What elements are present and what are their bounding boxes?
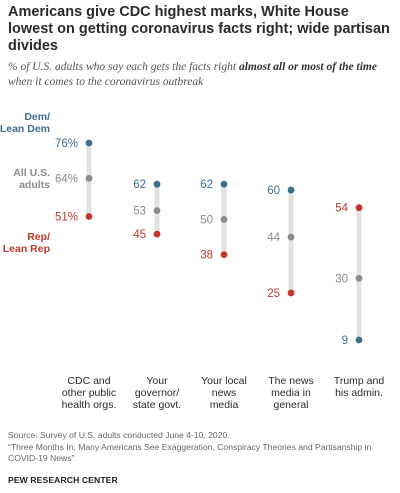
dot-rep-lean-rep-the-news-media-in-general xyxy=(287,289,295,297)
category-label-your-governor-state-govt-line-2: governor/ xyxy=(135,387,179,399)
value-label-dem-lean-dem-cdc-and-other-public-health-orgs: 76% xyxy=(55,138,78,150)
category-label-trump-and-his-admin-line-1: Trump and xyxy=(334,375,385,387)
series-label-all-u-s-adults-line-2: adults xyxy=(19,179,50,191)
value-label-all-u-s-adults-your-local-news-media: 50 xyxy=(200,214,213,226)
dot-dem-lean-dem-your-governor-state-govt xyxy=(153,180,161,188)
subtitle-emphasis: almost all or most of the time xyxy=(238,61,377,73)
dot-all-u-s-adults-the-news-media-in-general xyxy=(287,233,295,241)
chart-footer: Source: Survey of U.S. adults conducted … xyxy=(8,430,396,465)
value-label-rep-lean-rep-the-news-media-in-general: 25 xyxy=(267,288,280,300)
dot-dem-lean-dem-the-news-media-in-general xyxy=(287,186,295,194)
chart-title: Americans give CDC highest marks, White … xyxy=(8,4,390,54)
category-label-your-local-news-media-line-3: media xyxy=(210,399,239,411)
category-label-your-governor-state-govt-line-3: state govt. xyxy=(133,399,181,411)
series-label-rep-lean-rep-line-2: Lean Rep xyxy=(3,243,50,255)
value-label-dem-lean-dem-the-news-media-in-general: 60 xyxy=(267,185,280,197)
dot-dem-lean-dem-cdc-and-other-public-health-orgs xyxy=(85,139,93,147)
category-label-the-news-media-in-general-line-2: media in xyxy=(271,387,311,399)
series-label-dem-lean-dem-line-2: Lean Dem xyxy=(0,123,50,135)
dot-rep-lean-rep-your-governor-state-govt xyxy=(153,230,161,238)
dot-rep-lean-rep-cdc-and-other-public-health-orgs xyxy=(85,213,93,220)
value-label-all-u-s-adults-your-governor-state-govt: 53 xyxy=(133,206,146,218)
series-label-all-u-s-adults-line-1: All U.S. xyxy=(13,167,50,179)
report-note: “Three Months In, Many Americans See Exa… xyxy=(8,441,372,464)
value-label-all-u-s-adults-trump-and-his-admin: 30 xyxy=(335,273,348,285)
value-label-rep-lean-rep-your-governor-state-govt: 45 xyxy=(133,229,146,241)
source-note: Source: Survey of U.S. adults conducted … xyxy=(8,430,230,440)
dot-all-u-s-adults-trump-and-his-admin xyxy=(355,274,363,282)
category-label-cdc-and-other-public-health-orgs-line-2: other public xyxy=(62,387,116,399)
value-label-dem-lean-dem-trump-and-his-admin: 9 xyxy=(342,335,348,347)
value-label-dem-lean-dem-your-local-news-media: 62 xyxy=(200,179,213,191)
value-label-rep-lean-rep-trump-and-his-admin: 54 xyxy=(335,203,348,215)
series-label-rep-lean-rep-line-1: Rep/ xyxy=(27,231,50,243)
value-label-rep-lean-rep-cdc-and-other-public-health-orgs: 51% xyxy=(55,212,78,224)
category-label-the-news-media-in-general-line-3: general xyxy=(273,399,308,411)
category-label-the-news-media-in-general-line-1: The news xyxy=(268,375,314,387)
value-label-rep-lean-rep-your-local-news-media: 38 xyxy=(200,250,213,262)
dot-rep-lean-rep-trump-and-his-admin xyxy=(355,204,363,212)
dot-all-u-s-adults-your-governor-state-govt xyxy=(153,207,161,215)
value-label-dem-lean-dem-your-governor-state-govt: 62 xyxy=(133,179,146,191)
pew-brand: PEW RESEARCH CENTER xyxy=(8,475,118,485)
category-label-your-local-news-media-line-2: news xyxy=(212,387,237,399)
series-label-dem-lean-dem-line-1: Dem/ xyxy=(24,111,50,123)
category-label-trump-and-his-admin-line-2: his admin. xyxy=(335,387,383,399)
dot-all-u-s-adults-your-local-news-media xyxy=(220,216,228,223)
dot-all-u-s-adults-cdc-and-other-public-health-orgs xyxy=(85,174,93,182)
chart-subtitle: % of U.S. adults who say each gets the f… xyxy=(8,60,392,90)
value-label-all-u-s-adults-cdc-and-other-public-health-orgs: 64% xyxy=(55,173,78,185)
value-label-all-u-s-adults-the-news-media-in-general: 44 xyxy=(267,232,280,244)
dot-dem-lean-dem-your-local-news-media xyxy=(220,180,228,188)
dot-dem-lean-dem-trump-and-his-admin xyxy=(355,336,363,344)
subtitle-end: when it comes to the coronavirus outbrea… xyxy=(8,76,204,88)
category-label-your-governor-state-govt-line-1: Your xyxy=(146,375,168,387)
dot-rep-lean-rep-your-local-news-media xyxy=(220,251,228,259)
category-label-your-local-news-media-line-1: Your local xyxy=(201,375,247,387)
subtitle-start: % of U.S. adults who say each gets the f… xyxy=(8,61,239,73)
category-label-cdc-and-other-public-health-orgs-line-1: CDC and xyxy=(67,375,110,387)
category-label-cdc-and-other-public-health-orgs-line-3: health orgs. xyxy=(62,399,117,411)
